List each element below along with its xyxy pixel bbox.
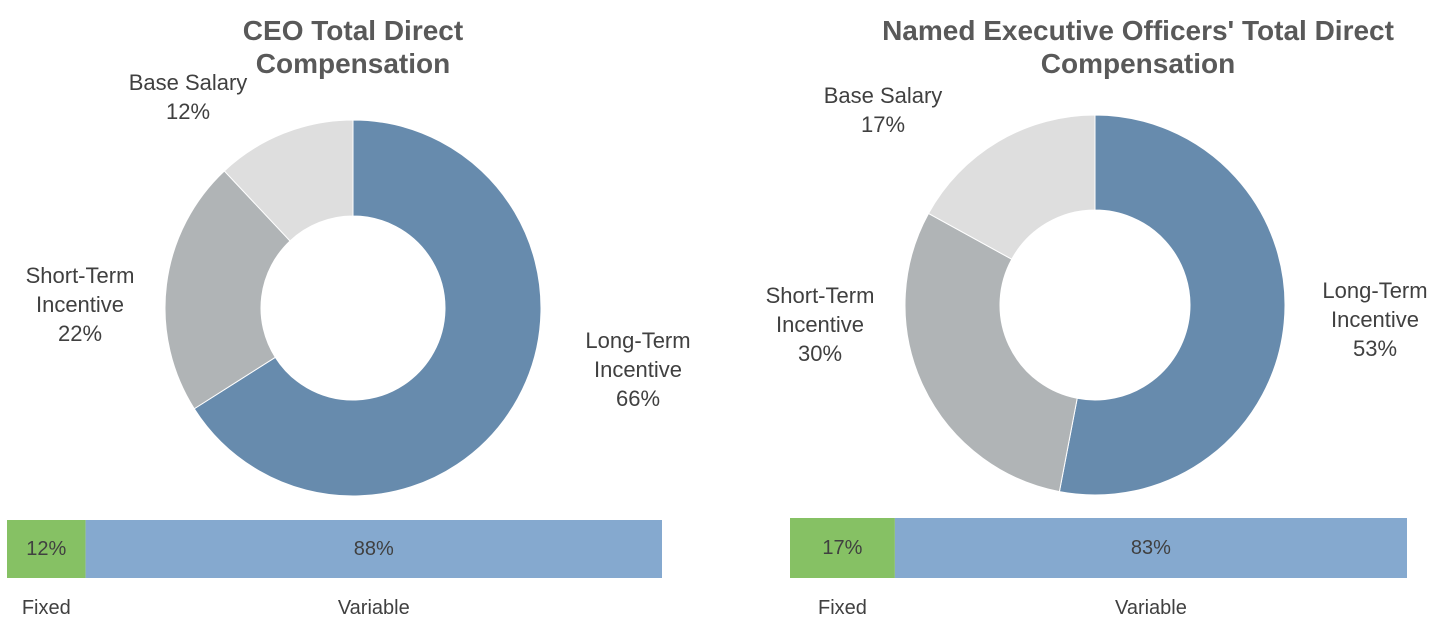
bar-segment [7,520,86,578]
value-label: 66% [615,386,661,411]
value-label: 17% [822,537,863,559]
chart-title: Named Executive Officers' Total Direct C… [882,15,1394,79]
donut-segment [193,119,542,497]
category-label: Fixed [817,597,867,618]
segment-label: Short-Term Incentive 22% [5,261,155,348]
value-label: 53% [1352,336,1398,361]
category-label: Short-Term Incentive [765,283,875,337]
category-label: Long-Term Incentive [1322,278,1428,332]
bar-segment [85,520,663,578]
value-label: 12% [165,99,211,124]
segment-label: Base Salary 12% [113,68,263,126]
donut-segment [1058,114,1286,496]
segment-label: Long-Term Incentive 53% [1300,276,1447,363]
category-label: Base Salary [128,70,248,95]
segment-label: Long-Term Incentive 66% [563,326,713,413]
category-label: Base Salary [823,83,943,108]
category-label: Variable [337,597,410,618]
segment-label: Base Salary 17% [808,81,958,139]
donut-segment [223,119,354,242]
donut-segment [927,114,1096,260]
donut-segment [904,212,1078,493]
category-label: Short-Term Incentive [25,263,135,317]
category-label: Fixed [21,597,71,618]
value-label: 22% [57,321,103,346]
segment-label: Short-Term Incentive 30% [745,281,895,368]
chart-title: CEO Total Direct Compensation [242,15,464,79]
category-label: Long-Term Incentive [585,328,691,382]
value-label: 17% [860,112,906,137]
bar-segment [790,518,895,578]
category-label: Variable [1114,597,1187,618]
value-label: 83% [1130,537,1171,559]
value-label: 30% [797,341,843,366]
bar-segment [894,518,1407,578]
value-label: 88% [353,538,394,560]
donut-segment [164,170,291,410]
value-label: 12% [26,538,67,560]
